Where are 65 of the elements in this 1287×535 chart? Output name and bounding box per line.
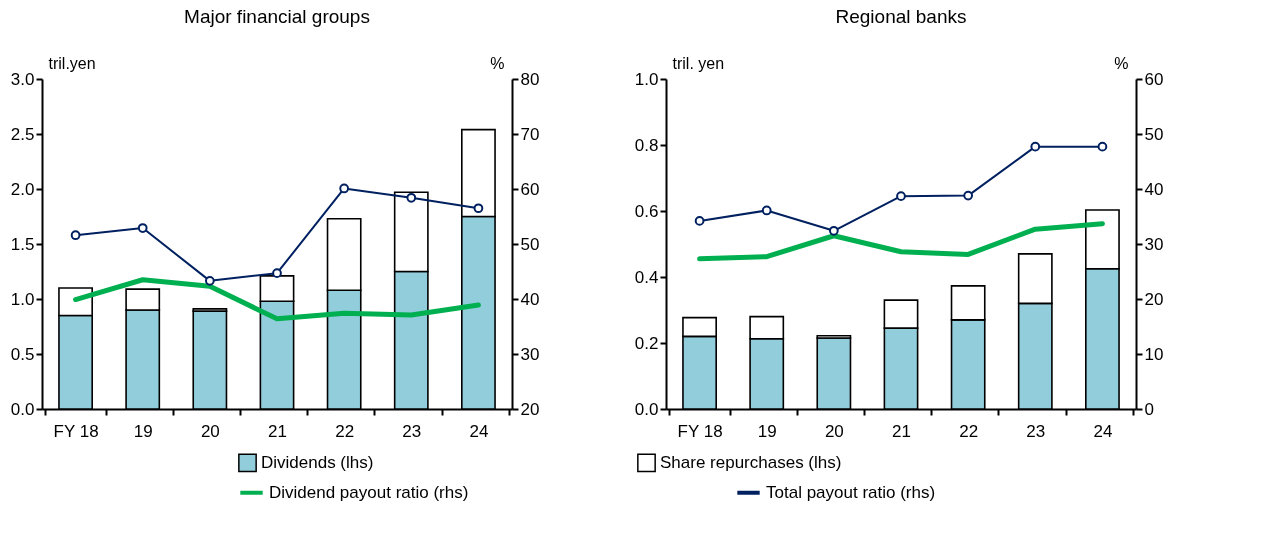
x-tick-label: 20	[200, 421, 220, 441]
y-axis-title: tril.yen	[48, 54, 96, 72]
x-tick-label: 23	[402, 421, 422, 441]
point	[828, 225, 839, 236]
point	[896, 191, 906, 202]
x-tick-label: FY 18	[677, 421, 723, 441]
point	[694, 216, 705, 226]
y-tick-label: 0.0	[634, 399, 659, 419]
y2-tick-label: 0	[1144, 399, 1154, 419]
point	[272, 268, 282, 279]
point	[473, 203, 484, 214]
y2-tick-label: 20	[520, 399, 540, 419]
legend-label: Total payout ratio (rhs)	[766, 482, 936, 502]
y2-axis-title: %	[1114, 54, 1129, 72]
y2-tick-label: 40	[520, 289, 540, 309]
y2-tick-label: 50	[520, 234, 540, 254]
legend-label: Dividend payout ratio (rhs)	[269, 482, 469, 502]
y2-tick-label: 60	[1144, 69, 1164, 89]
y-tick-label: 0.6	[634, 201, 659, 221]
y-axis-title: tril. yen	[672, 54, 725, 72]
y-tick-label: 0.2	[634, 333, 659, 353]
y-tick-label: 0.4	[634, 267, 659, 287]
x-tick-label: 24	[469, 421, 489, 441]
x-tick-label: 23	[1026, 421, 1046, 441]
point	[1097, 141, 1108, 152]
y-tick-label: 0.8	[634, 135, 659, 155]
y2-tick-label: 30	[1144, 234, 1164, 254]
y2-tick-label: 70	[520, 124, 540, 144]
x-tick-label: 22	[959, 421, 979, 441]
y-tick-label: 1.0	[634, 69, 659, 89]
x-tick-label: 19	[757, 421, 777, 441]
y2-tick-label: 20	[1144, 289, 1164, 309]
y2-tick-label: 50	[1144, 124, 1164, 144]
chart-title: Regional banks	[835, 6, 967, 27]
point	[1030, 141, 1041, 152]
y2-tick-label: 10	[1144, 344, 1164, 364]
x-tick-label: 21	[268, 421, 287, 441]
chart-title: Major financial groups	[184, 6, 370, 27]
x-tick-label: FY 18	[53, 421, 99, 441]
x-tick-label: 21	[892, 421, 911, 441]
legend-label: Dividends (lhs)	[261, 452, 374, 472]
point	[761, 205, 772, 216]
y2-tick-label: 30	[520, 344, 540, 364]
point	[137, 223, 148, 233]
x-tick-label: 20	[824, 421, 844, 441]
y-tick-label: 1.5	[10, 234, 35, 254]
x-tick-label: 22	[335, 421, 355, 441]
y-tick-label: 2.5	[10, 124, 35, 144]
legend-label: Share repurchases (lhs)	[660, 452, 842, 472]
y2-tick-label: 80	[520, 69, 540, 89]
y-tick-label: 1.0	[10, 289, 35, 309]
point	[406, 192, 417, 203]
point	[70, 230, 81, 241]
y2-tick-label: 40	[1144, 179, 1164, 199]
y-tick-label: 2.0	[10, 179, 35, 199]
y-tick-label: 0.0	[10, 399, 35, 419]
y-tick-label: 3.0	[10, 69, 35, 89]
point	[339, 183, 350, 194]
y-tick-label: 0.5	[10, 344, 35, 364]
x-tick-label: 19	[133, 421, 153, 441]
point	[204, 275, 215, 286]
y2-tick-label: 60	[520, 179, 540, 199]
y2-axis-title: %	[490, 54, 505, 72]
point	[963, 190, 974, 201]
x-tick-label: 24	[1093, 421, 1113, 441]
